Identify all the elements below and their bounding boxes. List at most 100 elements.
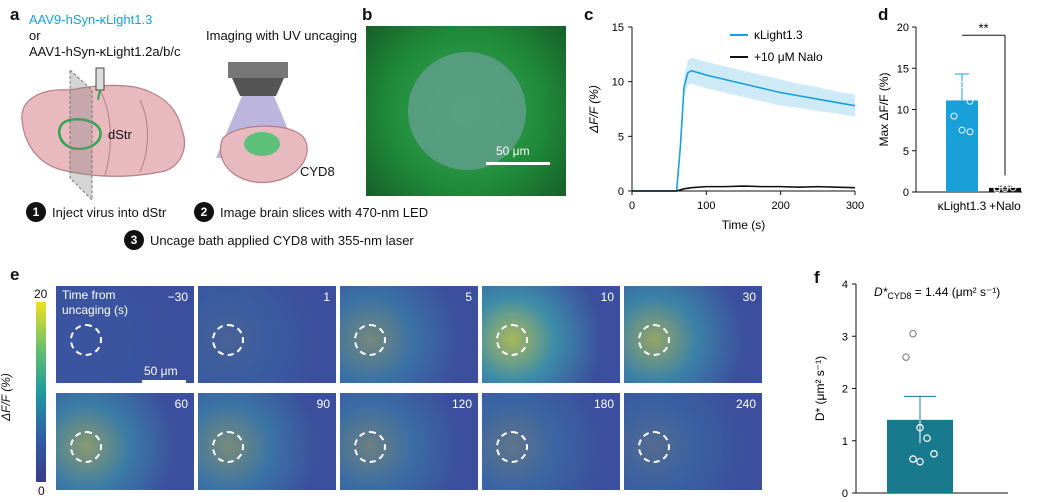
uncaging-circle: [354, 431, 386, 463]
brain-outline: [21, 84, 186, 177]
y-tick-label: 10: [612, 77, 624, 89]
data-point: [1009, 184, 1017, 192]
data-point: [958, 81, 966, 89]
step-number: 3: [124, 230, 144, 250]
y-tick-label: 20: [897, 22, 909, 34]
uncaging-spot: [408, 52, 526, 170]
series-line-1: [632, 185, 856, 192]
needle-icon: [97, 89, 101, 101]
colorbar: [36, 302, 46, 482]
x-tick-label: 0: [629, 200, 635, 212]
uncaging-circle: [496, 324, 528, 356]
vector2-text: AAV1-hSyn-κLight1.2a/b/c: [29, 44, 181, 59]
time-tile: 240: [624, 393, 762, 490]
step-1: 1 Inject virus into dStr: [26, 202, 166, 222]
tile-time-label: 240: [735, 397, 756, 411]
dstr-label: dStr: [108, 127, 132, 142]
annotation-subscript: CYD8: [887, 291, 911, 301]
data-point: [993, 184, 1001, 192]
step-2: 2 Image brain slices with 470-nm LED: [194, 202, 428, 222]
legend-label-1: +10 μM Nalo: [754, 50, 823, 64]
scale-bar: [486, 162, 550, 165]
data-point: [966, 97, 974, 105]
category-label-1: +Nalo: [989, 199, 1021, 213]
x-tick-label: 300: [846, 200, 864, 212]
brain-fold-2: [139, 99, 148, 173]
step-text: Inject virus into dStr: [52, 204, 167, 220]
objective-icon: [228, 62, 288, 78]
time-tile: 120: [340, 393, 478, 490]
y-tick-label: 10: [897, 105, 909, 117]
tile-time-label: 90: [316, 397, 330, 411]
dstr-outline: [58, 117, 102, 151]
time-tile: −30: [56, 286, 194, 383]
data-point: [902, 353, 910, 361]
imaging-title: Imaging with UV uncaging: [206, 28, 358, 43]
colorbar-label: ΔF/F (%): [0, 373, 13, 421]
data-point: [909, 329, 917, 338]
y-tick-label: 5: [903, 146, 909, 158]
uncaging-circle: [638, 431, 670, 463]
fluorescence-image: 50 μm: [366, 26, 566, 196]
tile-time-label: 5: [465, 290, 472, 304]
tile-time-label: 120: [451, 397, 472, 411]
panel-label-c: c: [584, 5, 594, 24]
brain-fold: [99, 89, 111, 176]
tile-time-label: 30: [742, 290, 756, 304]
bar-0: [946, 100, 978, 192]
data-point: [950, 48, 958, 56]
step-3: 3 Uncage bath applied CYD8 with 355-nm l…: [124, 230, 414, 250]
data-point: [930, 450, 938, 458]
panel-label-e: e: [10, 265, 20, 284]
y-tick-label: 1: [842, 436, 848, 448]
tile-scale-bar-label: 50 μm: [144, 364, 178, 378]
legend-label-0: κLight1.3: [754, 28, 803, 42]
y-tick-label: 0: [842, 488, 848, 500]
time-tile: 1: [198, 286, 336, 383]
cyd8-label: CYD8: [300, 164, 335, 179]
time-tile: 180: [482, 393, 620, 490]
data-point: [1001, 183, 1009, 191]
scale-bar-label: 50 μm: [496, 144, 530, 158]
syringe-icon: [95, 67, 105, 91]
colorbar-max: 20: [34, 287, 48, 301]
uncaging-circle: [354, 324, 386, 356]
uncaging-circle: [212, 431, 244, 463]
colorbar-min: 0: [38, 484, 45, 498]
slice-fluorescence: [244, 132, 280, 156]
y-tick-label: 0: [618, 186, 624, 198]
step-text: Uncage bath applied CYD8 with 355-nm las…: [150, 232, 414, 248]
x-tick-label: 200: [771, 200, 789, 212]
y-tick-label: 3: [842, 331, 848, 343]
annotation-value: = 1.44 (μm² s⁻¹): [911, 285, 1000, 299]
time-tile: 10: [482, 286, 620, 383]
time-tile: 90: [198, 393, 336, 490]
x-tick-label: 100: [697, 200, 715, 212]
data-point: [958, 126, 966, 134]
y-tick-label: 2: [842, 384, 848, 396]
data-point: [909, 455, 917, 463]
uncaging-circle: [638, 324, 670, 356]
objective-lens: [232, 78, 284, 96]
chart-c: 0 5 10 15 0 100 200 300 Time (s) ΔF/F (%) κLight1.…: [587, 22, 864, 232]
tile-scale-bar: [142, 380, 186, 383]
y-axis-label: D* (μm² s⁻¹): [813, 356, 827, 421]
tile-time-label: 1: [323, 290, 330, 304]
panel-a-schematic: [21, 62, 308, 200]
tile-time-label: 180: [593, 397, 614, 411]
y-axis-label: Max ΔF/F (%): [877, 72, 891, 146]
y-axis-label: ΔF/F (%): [587, 85, 601, 134]
overlay-text-1: Time from: [62, 288, 116, 302]
uncaging-circle: [212, 324, 244, 356]
panel-label-d: d: [878, 5, 889, 24]
data-point: [923, 434, 931, 442]
data-point: [950, 112, 958, 120]
or-text: or: [29, 28, 41, 43]
panel-label-f: f: [814, 268, 820, 287]
y-tick-label: 0: [903, 187, 909, 199]
slice-plane: [69, 68, 93, 200]
tile-time-label: −30: [167, 290, 188, 304]
chart-f: 0 1 2 3 4 D* (μm² s⁻¹) D*CYD8 = 1.44 (μm² s⁻¹): [813, 279, 1008, 500]
annotation: D*CYD8 = 1.44 (μm² s⁻¹): [874, 285, 1000, 301]
chart-d: 0 5 10 15 20 Max ΔF/F (%) κLight1.3 +Nalo **: [877, 20, 1022, 213]
